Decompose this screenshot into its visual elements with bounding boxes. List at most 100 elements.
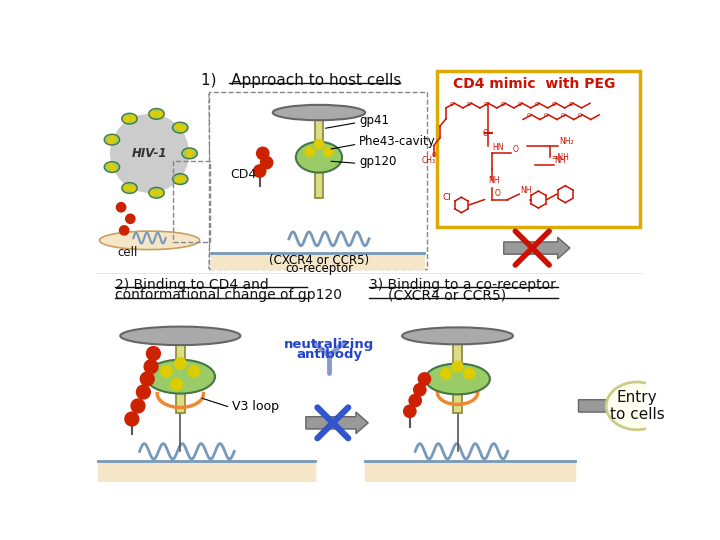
Text: =NH: =NH	[552, 152, 570, 161]
Text: o: o	[431, 150, 436, 159]
Circle shape	[130, 186, 135, 191]
Ellipse shape	[145, 360, 215, 394]
Text: O: O	[513, 145, 519, 154]
Circle shape	[451, 361, 464, 373]
Text: o: o	[518, 100, 522, 106]
Circle shape	[314, 139, 324, 149]
Bar	[173, 161, 210, 242]
Circle shape	[120, 226, 129, 235]
Text: HN: HN	[492, 143, 504, 152]
Circle shape	[144, 360, 158, 374]
Ellipse shape	[182, 148, 197, 159]
Text: Entry
to cells: Entry to cells	[610, 390, 665, 422]
Circle shape	[414, 383, 426, 396]
Ellipse shape	[173, 174, 188, 185]
Circle shape	[117, 202, 126, 212]
Text: CH₃: CH₃	[422, 157, 436, 165]
Ellipse shape	[122, 113, 138, 124]
Text: o: o	[467, 100, 471, 106]
FancyArrow shape	[306, 412, 368, 434]
Circle shape	[111, 115, 188, 192]
Circle shape	[404, 405, 416, 417]
Circle shape	[157, 111, 162, 117]
Bar	[209, 92, 427, 269]
Circle shape	[179, 126, 185, 131]
Text: o: o	[450, 100, 454, 106]
Circle shape	[188, 365, 200, 377]
Circle shape	[130, 116, 135, 121]
Circle shape	[125, 412, 139, 426]
Text: conformational change of gp120: conformational change of gp120	[115, 288, 342, 302]
Text: cell: cell	[117, 246, 138, 259]
Circle shape	[124, 185, 130, 190]
Bar	[315, 115, 323, 198]
Circle shape	[176, 124, 181, 130]
Circle shape	[108, 164, 114, 169]
Text: NH: NH	[488, 176, 500, 185]
Text: Cl: Cl	[442, 193, 451, 201]
Circle shape	[256, 147, 269, 159]
Circle shape	[161, 365, 173, 377]
Circle shape	[261, 157, 273, 169]
Circle shape	[157, 190, 162, 195]
Text: 2) Binding to CD4 and: 2) Binding to CD4 and	[115, 278, 269, 292]
Text: o: o	[568, 100, 572, 106]
Text: CD4: CD4	[230, 168, 256, 181]
Text: HIV-1: HIV-1	[132, 147, 167, 160]
Circle shape	[409, 394, 421, 407]
Text: NH: NH	[521, 186, 532, 195]
FancyArrow shape	[578, 395, 629, 417]
Ellipse shape	[120, 327, 240, 345]
Circle shape	[464, 368, 475, 379]
Ellipse shape	[104, 161, 120, 172]
Text: 3) Binding to a co-receptor: 3) Binding to a co-receptor	[369, 278, 556, 292]
Circle shape	[131, 399, 145, 413]
Ellipse shape	[173, 122, 188, 133]
Text: o: o	[552, 100, 556, 106]
Ellipse shape	[149, 187, 164, 198]
FancyArrow shape	[504, 237, 570, 259]
Text: o: o	[534, 100, 539, 106]
Circle shape	[146, 347, 161, 361]
Circle shape	[126, 214, 135, 224]
Ellipse shape	[99, 231, 199, 249]
Ellipse shape	[296, 142, 342, 173]
Bar	[437, 71, 640, 226]
Circle shape	[440, 368, 451, 379]
Text: o: o	[484, 100, 488, 106]
Circle shape	[323, 147, 333, 157]
Text: NH₂: NH₂	[559, 137, 574, 146]
Circle shape	[110, 136, 116, 141]
Text: o: o	[527, 112, 531, 118]
Circle shape	[171, 378, 183, 390]
Text: antibody: antibody	[296, 348, 362, 361]
Circle shape	[140, 372, 154, 386]
Text: o: o	[544, 112, 548, 118]
Text: o: o	[577, 112, 582, 118]
Circle shape	[187, 152, 192, 157]
Ellipse shape	[104, 134, 120, 145]
Circle shape	[418, 373, 431, 385]
Text: neutralizing: neutralizing	[284, 338, 374, 351]
Bar	[176, 338, 185, 413]
Text: 1)   Approach to host cells: 1) Approach to host cells	[201, 72, 402, 87]
Text: O: O	[482, 129, 488, 138]
Circle shape	[253, 165, 266, 177]
Text: O: O	[495, 188, 500, 198]
Ellipse shape	[273, 105, 365, 120]
Ellipse shape	[122, 183, 138, 193]
Bar	[453, 338, 462, 413]
Ellipse shape	[402, 327, 513, 345]
Text: co-receptor: co-receptor	[285, 262, 353, 275]
Text: o: o	[500, 100, 505, 106]
Circle shape	[174, 357, 186, 370]
Circle shape	[305, 147, 315, 157]
Circle shape	[110, 165, 116, 171]
Ellipse shape	[606, 382, 667, 430]
Text: CD4 mimic  with PEG: CD4 mimic with PEG	[454, 77, 616, 91]
Circle shape	[108, 138, 114, 143]
Ellipse shape	[426, 363, 490, 394]
Text: Phe43-cavity: Phe43-cavity	[359, 136, 436, 148]
Text: V3 loop: V3 loop	[232, 400, 279, 413]
Circle shape	[137, 385, 150, 399]
